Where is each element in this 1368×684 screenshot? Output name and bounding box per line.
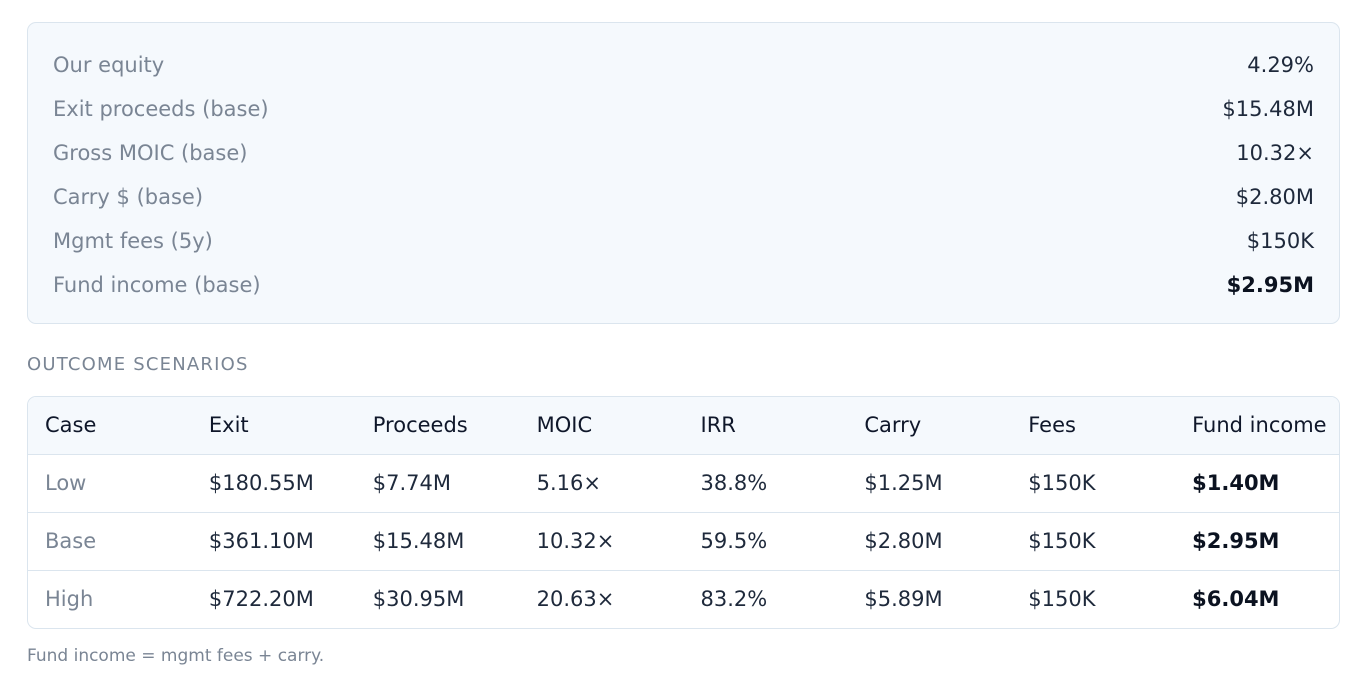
column-header-case: Case: [28, 397, 192, 455]
summary-value: $2.95M: [1226, 273, 1314, 297]
table-row: High $722.20M $30.95M 20.63× 83.2% $5.89…: [28, 569, 1339, 628]
summary-value: $2.80M: [1235, 185, 1314, 209]
column-header-exit: Exit: [191, 397, 356, 455]
summary-label: Fund income (base): [53, 273, 261, 297]
summary-value: $15.48M: [1222, 97, 1314, 121]
column-header-fees: Fees: [1011, 397, 1176, 455]
cell-fees: $150K: [1011, 511, 1176, 570]
column-header-irr: IRR: [683, 397, 848, 455]
table-header-row: Case Exit Proceeds MOIC IRR Carry Fees F…: [28, 397, 1339, 455]
summary-label: Mgmt fees (5y): [53, 229, 213, 253]
summary-card: Our equity 4.29% Exit proceeds (base) $1…: [27, 22, 1340, 324]
cell-carry: $5.89M: [847, 569, 1012, 628]
summary-label: Exit proceeds (base): [53, 97, 269, 121]
summary-value: 4.29%: [1247, 53, 1314, 77]
cell-moic: 5.16×: [536, 471, 601, 495]
cell-carry: $2.80M: [847, 511, 1012, 570]
cell-fund-income: $1.40M: [1192, 471, 1280, 495]
column-header-moic: MOIC: [519, 397, 684, 455]
cell-fees: $150K: [1011, 569, 1176, 628]
cell-irr: 83.2%: [683, 569, 848, 628]
summary-row-equity: Our equity 4.29%: [53, 43, 1314, 87]
cell-proceeds: $30.95M: [355, 569, 520, 628]
cell-proceeds: $7.74M: [372, 471, 451, 495]
scenarios-table-card: Case Exit Proceeds MOIC IRR Carry Fees F…: [27, 396, 1340, 629]
cell-fees: $150K: [1028, 471, 1096, 495]
cell-fund-income: $2.95M: [1175, 511, 1339, 570]
cell-exit: $180.55M: [208, 471, 314, 495]
cell-irr: 38.8%: [700, 471, 768, 495]
summary-row-exit-proceeds: Exit proceeds (base) $15.48M: [53, 87, 1314, 131]
cell-moic: 10.32×: [519, 511, 684, 570]
cell-case: Low: [45, 471, 87, 495]
cell-exit: $722.20M: [191, 569, 356, 628]
summary-value: 10.32×: [1236, 141, 1314, 165]
cell-irr: 59.5%: [683, 511, 848, 570]
section-heading: OUTCOME SCENARIOS: [27, 354, 249, 375]
summary-value: $150K: [1246, 229, 1314, 253]
column-header-proceeds: Proceeds: [355, 397, 520, 455]
table-row: Base $361.10M $15.48M 10.32× 59.5% $2.80…: [28, 511, 1339, 570]
cell-carry: $1.25M: [864, 471, 943, 495]
summary-row-gross-moic: Gross MOIC (base) 10.32×: [53, 131, 1314, 175]
cell-exit: $361.10M: [191, 511, 356, 570]
summary-row-carry: Carry $ (base) $2.80M: [53, 175, 1314, 219]
summary-label: Our equity: [53, 53, 165, 77]
cell-fund-income: $6.04M: [1175, 569, 1339, 628]
table-row: Low $180.55M $7.74M 5.16× 38.8% $1.25M $…: [28, 454, 1339, 512]
cell-case: High: [28, 569, 192, 628]
summary-row-fund-income: Fund income (base) $2.95M: [53, 263, 1314, 307]
cell-proceeds: $15.48M: [355, 511, 520, 570]
cell-moic: 20.63×: [519, 569, 684, 628]
scenarios-table: Case Exit Proceeds MOIC IRR Carry Fees F…: [28, 397, 1339, 628]
summary-label: Carry $ (base): [53, 185, 204, 209]
summary-label: Gross MOIC (base): [53, 141, 248, 165]
column-header-fund-income: Fund income: [1175, 397, 1339, 455]
column-header-carry: Carry: [847, 397, 1012, 455]
summary-row-mgmt-fees: Mgmt fees (5y) $150K: [53, 219, 1314, 263]
footnote: Fund income = mgmt fees + carry.: [27, 646, 325, 666]
cell-case: Base: [28, 511, 192, 570]
